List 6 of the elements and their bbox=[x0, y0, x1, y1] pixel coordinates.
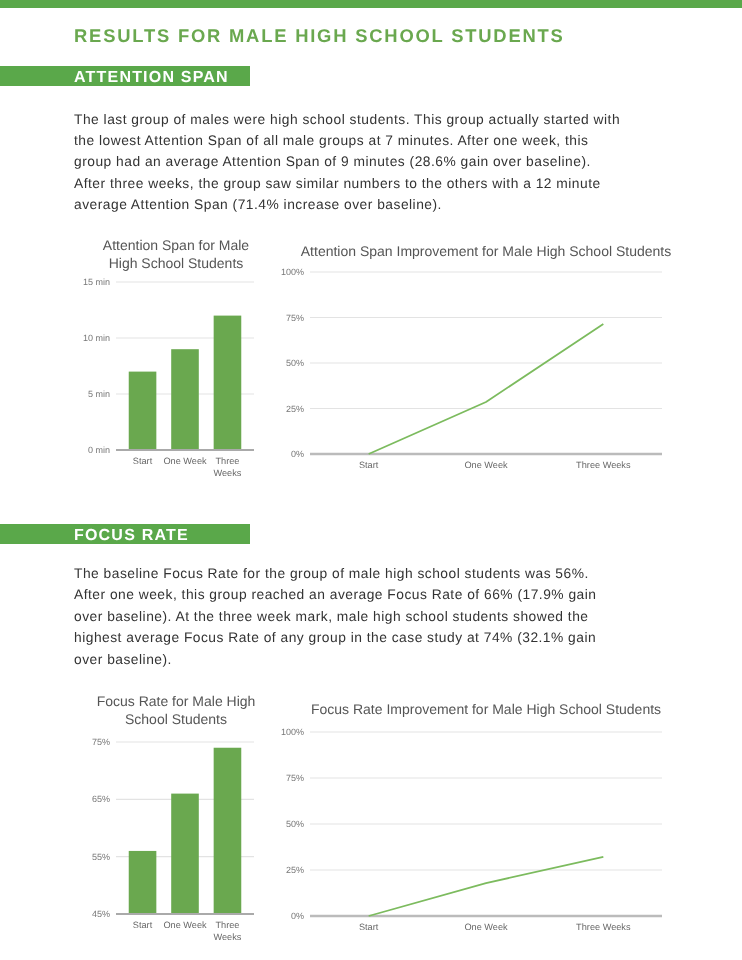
text: RESULTS FOR MALE HIGH SCHOOL STUDENTS bbox=[74, 26, 565, 46]
text: FOCUS RATE bbox=[74, 526, 189, 544]
bar bbox=[213, 315, 242, 450]
text: ATTENTION SPAN bbox=[74, 68, 229, 86]
bar bbox=[171, 349, 199, 450]
bar bbox=[128, 371, 157, 450]
